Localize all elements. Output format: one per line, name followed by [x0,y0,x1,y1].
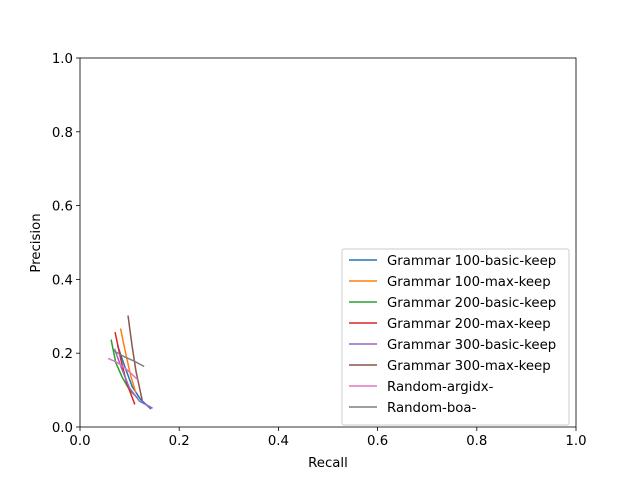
x-tick-label: 0.8 [466,434,487,449]
series-line-5 [127,315,143,401]
y-tick-label: 0.0 [52,421,73,436]
y-tick-label: 1.0 [52,52,73,67]
legend: Grammar 100-basic-keep Grammar 100-max-ke… [341,248,570,426]
y-tick-label: 0.6 [52,200,73,215]
x-tick-label: 1.0 [565,434,586,449]
y-tick-label: 0.2 [52,347,73,362]
legend-box [341,248,570,426]
plot-area [79,57,577,428]
series-line-1 [119,328,137,393]
legend-label-6: Random-argidx- [387,380,494,395]
series-line-7 [113,350,145,368]
series-line-0 [116,344,152,410]
y-tick-label: 0.4 [52,273,73,288]
legend-label-3: Grammar 200-max-keep [387,317,551,332]
x-tick-label: 0.4 [268,434,289,449]
series-line-6 [107,357,139,381]
legend-label-5: Grammar 300-max-keep [387,359,551,374]
legend-label-0: Grammar 100-basic-keep [387,254,556,269]
legend-label-4: Grammar 300-basic-keep [387,338,556,353]
y-tick-label: 0.8 [52,126,73,141]
x-tick-label: 0.2 [169,434,190,449]
y-axis-label: Precision [29,213,44,272]
series-line-3 [114,332,136,405]
legend-label-2: Grammar 200-basic-keep [387,296,556,311]
axis-ticks: 0.0 0.2 0.4 0.6 0.8 1.0 0.0 0.2 0.4 0.6 0.8 1.0 [52,52,587,449]
axes-frame [79,57,577,428]
series-line-4 [113,348,153,409]
legend-label-1: Grammar 100-max-keep [387,275,551,290]
x-tick-label: 0.0 [69,434,90,449]
x-tick-label: 0.6 [367,434,388,449]
legend-label-7: Random-boa- [387,401,477,416]
x-axis-label: Recall [308,456,348,471]
